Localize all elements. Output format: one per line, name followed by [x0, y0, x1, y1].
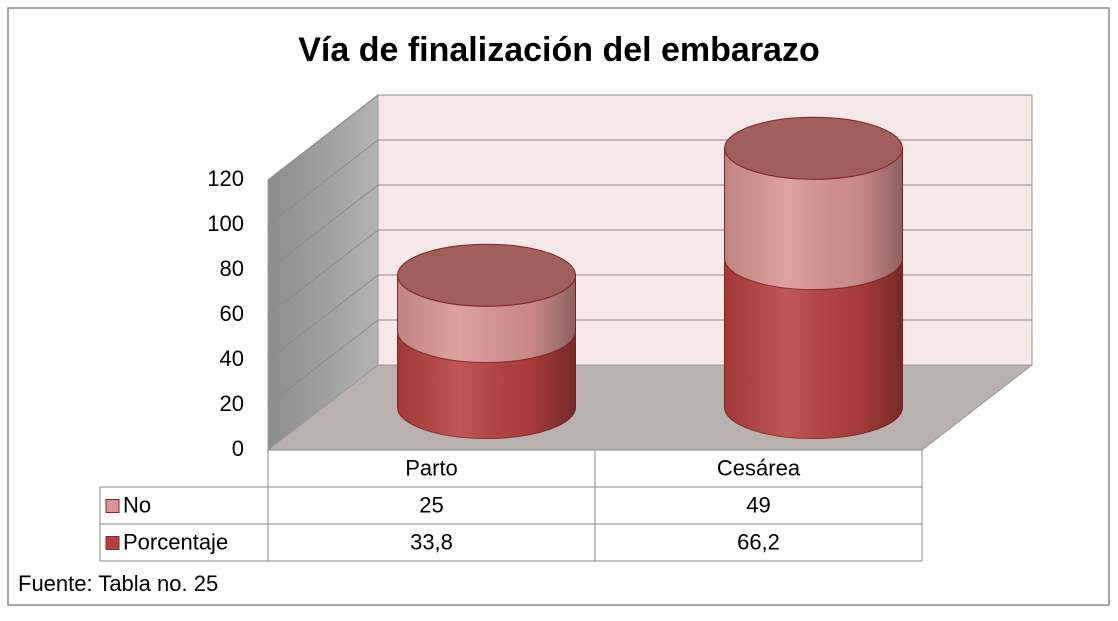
cylinder-shading: [724, 148, 903, 290]
table-value: 49: [746, 492, 770, 517]
table-value: 25: [419, 492, 443, 517]
cylinder-cap-shade: [724, 117, 903, 180]
legend-key: [105, 536, 120, 550]
y-tick-label: 40: [220, 346, 244, 371]
y-tick-label: 80: [220, 256, 244, 281]
table-value: 66,2: [737, 529, 780, 554]
cylinder-cap: [397, 243, 576, 307]
y-tick-label: 100: [207, 211, 244, 236]
table-category: Cesárea: [717, 455, 801, 480]
chart-title: Vía de finalización del embarazo: [298, 31, 820, 69]
table-category: Parto: [405, 455, 458, 480]
cylinder-cap: [724, 116, 903, 180]
grid-line: [267, 94, 1032, 181]
y-tick-label: 60: [220, 301, 244, 326]
floor: [266, 364, 1034, 451]
cylinder-shading: [397, 331, 576, 439]
source-note: Fuente: Tabla no. 25: [18, 571, 218, 596]
y-tick-label: 120: [207, 166, 244, 191]
cylinder-cap-shade: [397, 244, 576, 307]
legend-key: [105, 499, 120, 513]
cylinder-shading: [397, 275, 576, 363]
y-tick-label: 20: [220, 391, 244, 416]
legend-label: No: [123, 492, 151, 517]
legend-label: Porcentaje: [123, 529, 228, 554]
table-value: 33,8: [410, 529, 453, 554]
y-tick-label: 0: [232, 436, 244, 461]
cylinder-shading: [724, 258, 903, 439]
